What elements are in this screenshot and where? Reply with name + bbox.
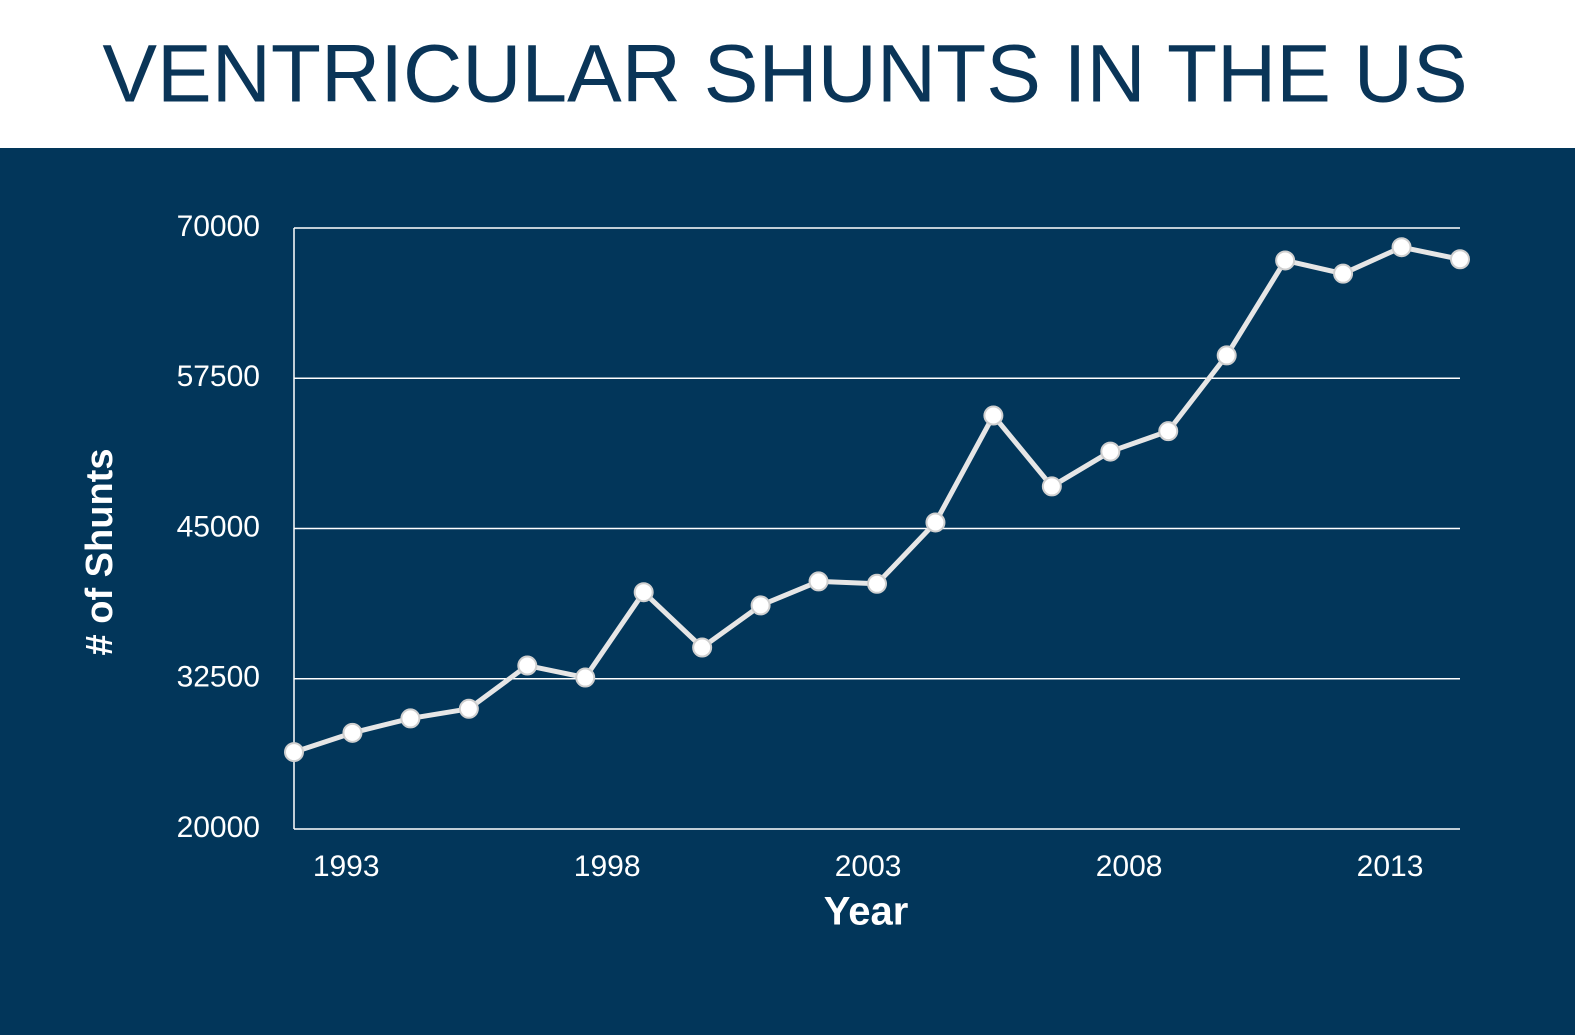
y-tick-label: 20000 xyxy=(177,811,260,844)
data-point xyxy=(1450,249,1470,270)
data-point xyxy=(342,722,363,743)
data-point xyxy=(284,742,304,763)
data-point xyxy=(1100,441,1121,462)
data-point xyxy=(1158,421,1179,442)
data-point xyxy=(1391,237,1412,258)
y-tick-label: 45000 xyxy=(177,510,260,543)
data-point xyxy=(925,512,946,533)
data-point xyxy=(692,637,713,658)
chart-title: VENTRICULAR SHUNTS IN THE US xyxy=(102,29,1467,120)
data-point xyxy=(808,571,829,592)
data-point xyxy=(1333,263,1354,284)
x-tick-label: 1998 xyxy=(574,850,641,883)
data-point xyxy=(983,405,1004,426)
x-tick-label: 1993 xyxy=(313,850,380,883)
header-band xyxy=(0,0,1575,148)
data-point xyxy=(575,667,596,688)
x-tick-label: 2013 xyxy=(1357,850,1424,883)
y-axis-title: # of Shunts xyxy=(79,449,121,656)
data-point xyxy=(517,655,538,676)
x-tick-label: 2008 xyxy=(1096,850,1163,883)
x-axis-title: Year xyxy=(824,890,909,934)
y-tick-label: 57500 xyxy=(177,360,260,393)
chart-panel xyxy=(0,148,1575,1035)
x-tick-label: 2003 xyxy=(835,850,902,883)
data-point xyxy=(458,698,479,719)
data-point xyxy=(750,595,771,616)
data-point xyxy=(400,708,421,729)
data-point xyxy=(1216,345,1237,366)
data-point xyxy=(867,573,887,594)
data-point xyxy=(1041,476,1062,497)
data-point xyxy=(633,582,654,603)
y-tick-label: 70000 xyxy=(177,210,260,243)
data-point xyxy=(1275,250,1296,271)
y-tick-label: 32500 xyxy=(177,661,260,694)
